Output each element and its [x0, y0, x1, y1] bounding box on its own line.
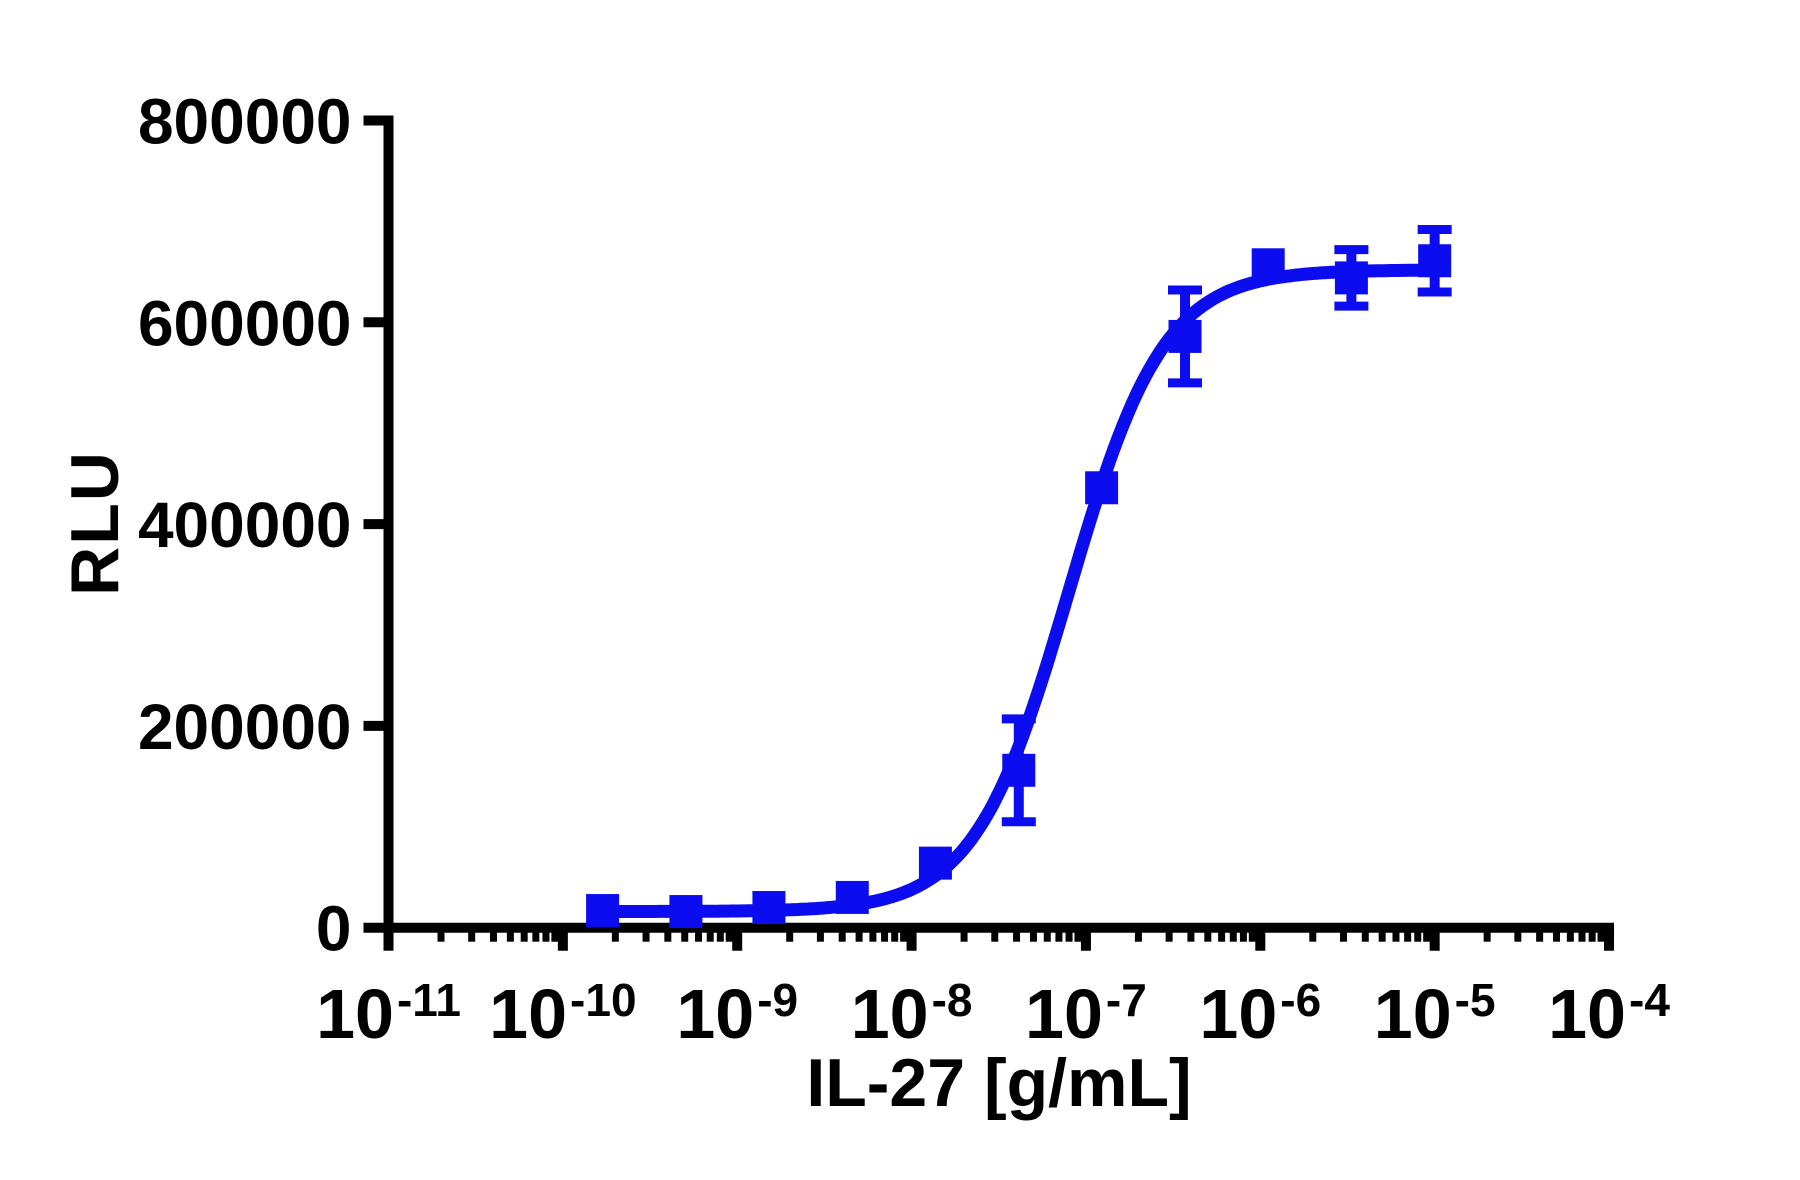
data-point-marker	[669, 895, 703, 929]
x-tick-label: 10-10	[489, 974, 636, 1053]
data-point-marker	[752, 891, 786, 925]
x-tick-label: 10-9	[676, 974, 798, 1053]
y-tick-label: 400000	[138, 489, 352, 561]
y-tick-label: 800000	[138, 86, 352, 158]
data-point-marker	[1334, 261, 1368, 295]
x-axis-title: IL-27 [g/mL]	[806, 1045, 1192, 1121]
y-tick-label: 0	[316, 893, 352, 965]
x-tick-label: 10-8	[851, 974, 973, 1053]
data-point-marker	[1251, 248, 1285, 282]
x-tick-label: 10-6	[1199, 974, 1321, 1053]
x-tick-label: 10-4	[1548, 974, 1670, 1053]
data-point-marker	[1002, 753, 1036, 787]
data-point-marker	[586, 894, 620, 928]
x-tick-label: 10-11	[316, 974, 461, 1053]
y-tick-label: 200000	[138, 691, 352, 763]
data-point-marker	[1085, 471, 1119, 505]
data-point-marker	[835, 880, 869, 914]
y-axis-title: RLU	[57, 450, 133, 596]
data-point-marker	[1168, 319, 1202, 353]
y-tick-label: 600000	[138, 287, 352, 359]
data-point-marker	[1418, 244, 1452, 278]
x-tick-label: 10-7	[1025, 974, 1147, 1053]
x-tick-label: 10-5	[1374, 974, 1496, 1053]
data-point-marker	[918, 846, 952, 880]
